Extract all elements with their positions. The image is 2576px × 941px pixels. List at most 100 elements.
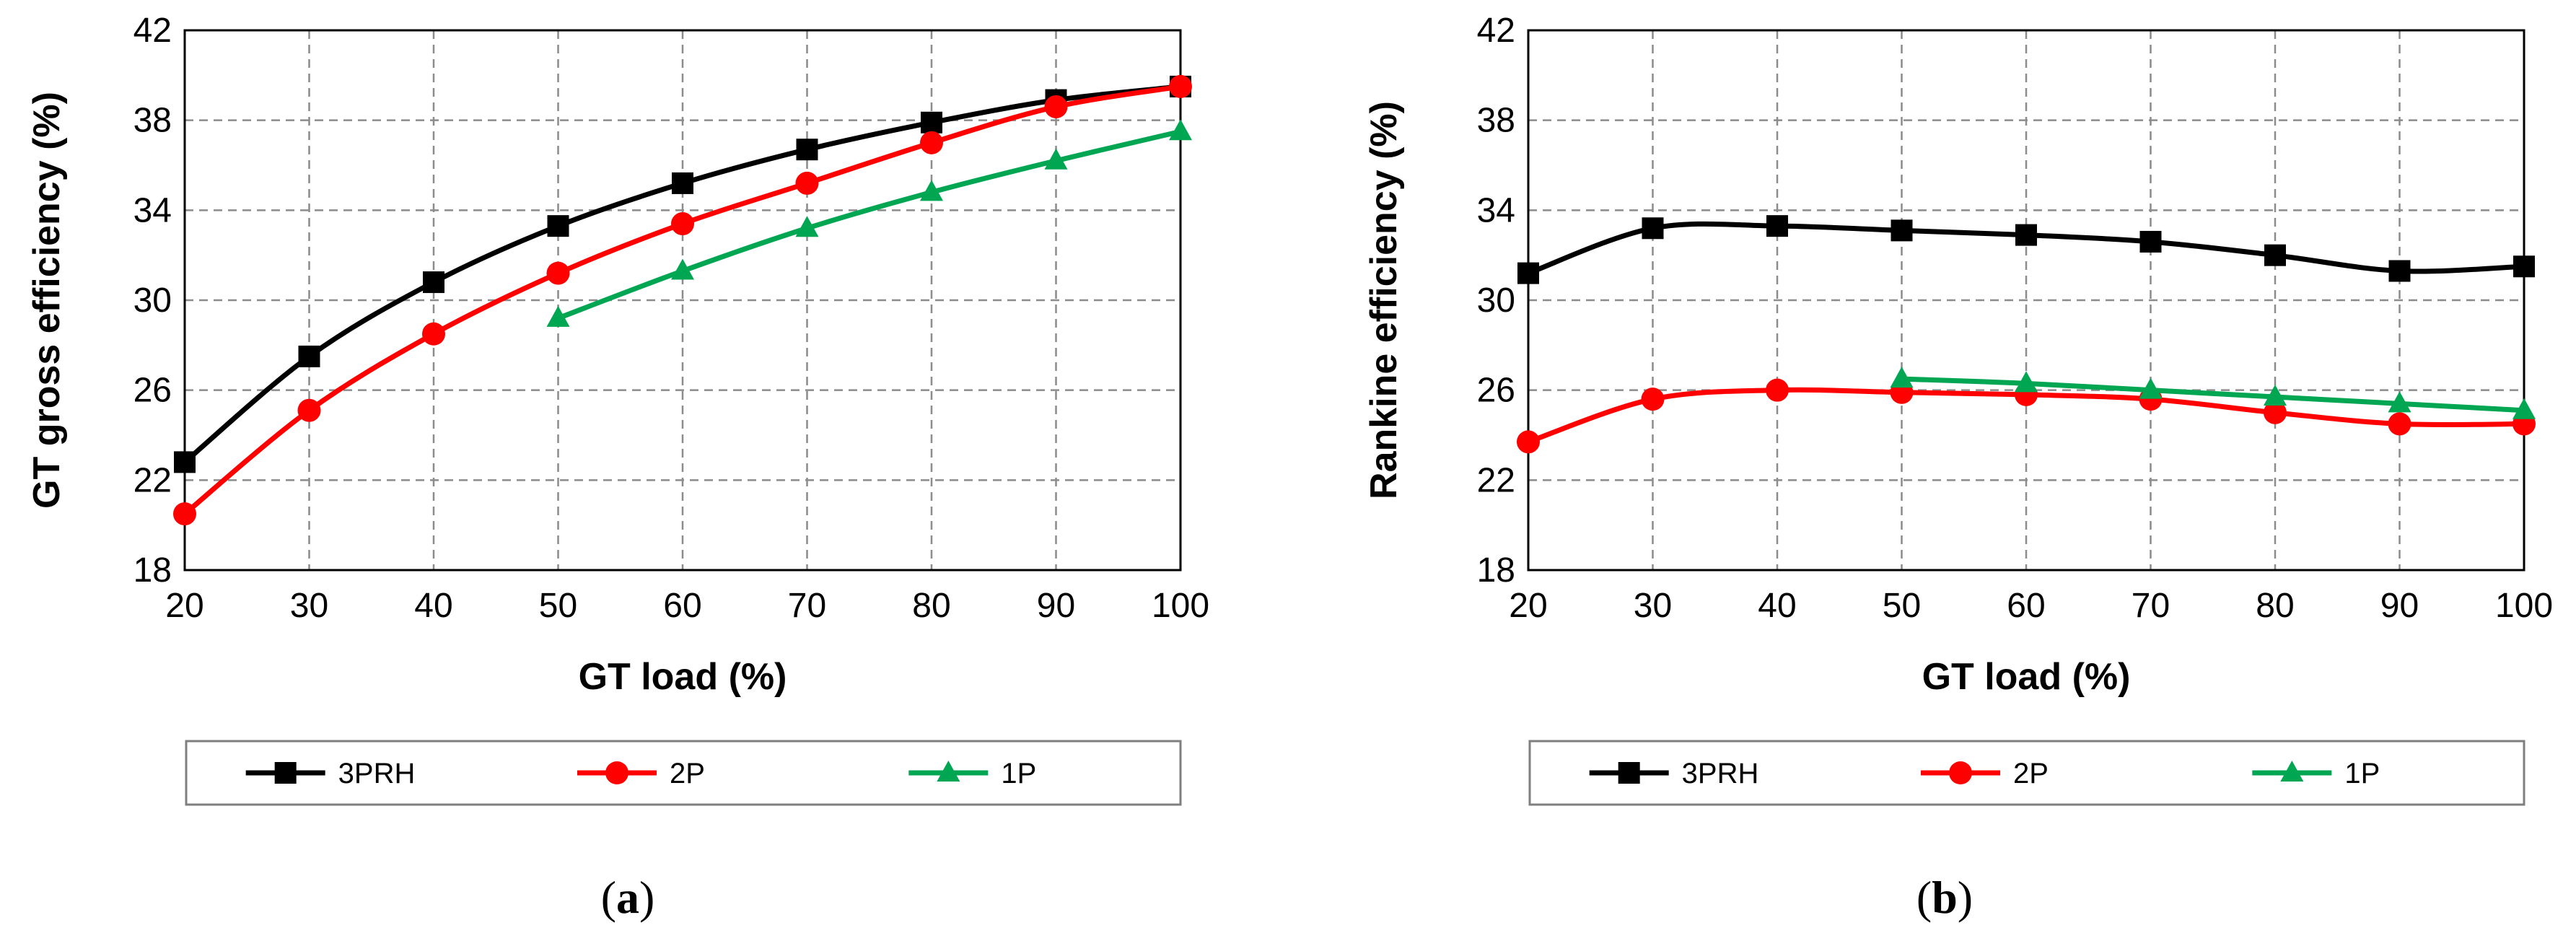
legend-item-3PRH: 3PRH (245, 758, 416, 789)
caption-letter: a (616, 872, 639, 923)
y-axis-title: Rankine efficiency (%) (1363, 101, 1405, 499)
x-tick-label: 60 (2007, 587, 2045, 625)
data-point-3PRH (547, 215, 569, 237)
data-point-3PRH (2139, 230, 2162, 253)
y-tick-label: 18 (1477, 551, 1515, 590)
data-point-3PRH (921, 111, 942, 134)
legend-marker (937, 761, 960, 782)
data-point-2P (422, 322, 445, 346)
data-point-3PRH (2388, 260, 2411, 282)
data-point-3PRH (174, 451, 196, 473)
data-point-2P (795, 171, 819, 195)
legend-label: 2P (2013, 758, 2049, 789)
data-point-3PRH (1642, 217, 1664, 240)
data-point-3PRH (2015, 224, 2037, 246)
panel-caption: (a) (601, 872, 655, 923)
series-2P (1517, 378, 2536, 454)
x-tick-label: 40 (1758, 587, 1796, 625)
x-tick-label: 80 (912, 587, 950, 625)
x-tick-label: 50 (539, 587, 577, 625)
legend-item-1P: 1P (2252, 758, 2380, 789)
y-tick-label: 22 (133, 461, 172, 499)
legend-marker (2280, 761, 2304, 782)
legend-marker (1618, 762, 1640, 784)
data-point-2P (1169, 74, 1192, 98)
legend-marker (1949, 761, 1973, 784)
x-tick-label: 90 (1037, 587, 1075, 625)
legend-label: 2P (670, 758, 705, 789)
legend-marker (274, 762, 297, 784)
data-point-2P (546, 261, 570, 285)
y-tick-label: 38 (133, 102, 172, 140)
series-line-1P (556, 128, 1183, 321)
data-point-3PRH (2264, 244, 2286, 266)
data-point-1P (2264, 385, 2287, 406)
plot-frame (1527, 29, 2525, 572)
data-point-2P (1044, 95, 1068, 118)
legend-item-2P: 2P (577, 758, 705, 789)
y-tick-label: 18 (133, 551, 172, 590)
legend-box (1528, 740, 2525, 806)
data-point-2P (920, 131, 943, 154)
legend-item-1P: 1P (908, 758, 1036, 789)
legend-item-3PRH: 3PRH (1589, 758, 1759, 789)
data-point-3PRH (2513, 255, 2535, 278)
series-line-1P (1899, 376, 2527, 413)
y-tick-label: 30 (1477, 281, 1515, 320)
gridlines (185, 30, 1180, 570)
data-point-3PRH (1766, 215, 1788, 237)
x-tick-label: 20 (165, 587, 203, 625)
x-tick-label: 90 (2380, 587, 2419, 625)
plot-frame (183, 29, 1182, 572)
x-axis-title: GT load (%) (579, 656, 787, 698)
legend-label: 1P (2344, 758, 2380, 789)
y-tick-label: 42 (1477, 12, 1515, 50)
legend: 3PRH 2P 1P (1528, 740, 2525, 806)
y-tick-label: 26 (133, 372, 172, 410)
x-tick-label: 20 (1509, 587, 1547, 625)
x-tick-label: 50 (1883, 587, 1921, 625)
series-1P (546, 119, 1192, 327)
legend-box (185, 740, 1182, 806)
x-tick-label: 70 (2132, 587, 2170, 625)
legend-label: 3PRH (338, 758, 416, 789)
data-point-2P (2388, 412, 2411, 436)
data-point-1P (546, 305, 570, 327)
legend-item-2P: 2P (1921, 758, 2049, 789)
data-point-1P (2139, 377, 2163, 399)
y-tick-label: 34 (1477, 191, 1515, 229)
y-tick-label: 34 (133, 191, 172, 229)
y-tick-label: 30 (133, 281, 172, 320)
x-tick-label: 60 (663, 587, 701, 625)
caption-letter: b (1932, 872, 1958, 923)
data-point-1P (2388, 391, 2411, 413)
legend-label: 3PRH (1682, 758, 1759, 789)
data-point-3PRH (423, 271, 444, 294)
data-point-2P (173, 502, 196, 526)
data-point-2P (671, 212, 694, 236)
data-point-1P (920, 180, 943, 201)
y-tick-label: 42 (133, 12, 172, 50)
data-point-1P (1890, 367, 1914, 388)
x-tick-label: 100 (1152, 587, 1209, 625)
y-tick-label: 26 (1477, 372, 1515, 410)
data-point-1P (2513, 398, 2536, 419)
x-tick-label: 100 (2495, 587, 2553, 625)
data-point-2P (1517, 430, 1540, 454)
x-tick-label: 70 (788, 587, 826, 625)
x-tick-label: 80 (2256, 587, 2294, 625)
legend: 3PRH 2P 1P (185, 740, 1182, 806)
series-1P (1890, 367, 2536, 419)
y-tick-label: 22 (1477, 461, 1515, 499)
data-point-2P (1641, 388, 1665, 411)
data-point-1P (1044, 148, 1068, 170)
data-point-2P (2264, 401, 2287, 424)
x-axis-title: GT load (%) (1922, 656, 2131, 698)
data-point-3PRH (1891, 219, 1913, 242)
data-point-3PRH (796, 139, 818, 161)
y-axis-title: GT gross efficiency (%) (26, 92, 68, 509)
panel-caption: (b) (1916, 872, 1973, 923)
legend-marker (605, 761, 629, 784)
series-2P (173, 74, 1192, 526)
